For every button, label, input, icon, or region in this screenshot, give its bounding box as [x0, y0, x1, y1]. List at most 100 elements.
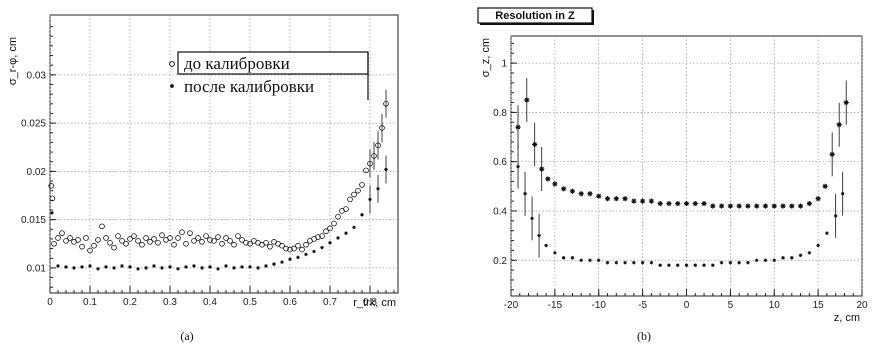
data-point	[239, 237, 245, 243]
data-point	[215, 234, 221, 240]
data-point	[320, 245, 324, 250]
x-tick-label: 0.6	[283, 297, 297, 308]
data-point	[780, 203, 786, 209]
x-tick-label: 0.3	[163, 297, 177, 308]
data-point	[304, 252, 308, 257]
data-point	[363, 167, 369, 174]
data-point	[171, 241, 177, 248]
data-point	[736, 203, 742, 209]
data-point	[99, 223, 105, 230]
data-point	[143, 235, 149, 241]
data-point	[291, 245, 297, 252]
data-point	[343, 206, 349, 212]
x-tick-label: 0.8	[363, 297, 377, 308]
data-point	[675, 200, 681, 207]
series-1	[515, 78, 849, 209]
data-point	[91, 242, 97, 249]
data-point	[640, 198, 646, 204]
data-point	[179, 229, 185, 235]
data-point	[147, 239, 153, 245]
y-tick-label: 0.03	[27, 70, 47, 81]
data-point	[772, 258, 777, 263]
data-point	[605, 260, 610, 265]
y-tick-label: 0.6	[493, 157, 507, 168]
data-point	[312, 249, 316, 254]
data-point	[359, 182, 365, 188]
data-point	[806, 200, 812, 207]
data-point	[283, 245, 289, 252]
data-point	[578, 191, 584, 197]
data-point	[128, 265, 132, 269]
data-point	[199, 239, 205, 245]
data-point	[798, 253, 803, 258]
data-point	[131, 233, 137, 239]
series-2	[516, 144, 845, 267]
data-point	[49, 195, 56, 202]
data-point	[288, 257, 292, 262]
data-point	[103, 235, 109, 241]
data-point	[623, 260, 627, 265]
data-point	[815, 196, 821, 202]
data-point	[693, 263, 698, 267]
data-point	[50, 211, 54, 215]
data-point	[570, 256, 575, 260]
legend-label-1: до калибровки	[184, 54, 290, 73]
data-point	[127, 236, 133, 242]
legend-marker-star	[170, 84, 174, 88]
y-tick-label: 0.01	[27, 263, 47, 274]
data-point	[192, 264, 196, 268]
series-2	[50, 155, 388, 271]
data-point	[604, 196, 611, 202]
y-tick-label: 0.8	[493, 108, 507, 119]
data-point	[754, 203, 760, 209]
legend-marker-circle	[169, 61, 175, 67]
data-point	[737, 260, 741, 265]
data-point	[789, 203, 795, 209]
x-tick-label: 0.5	[243, 297, 257, 308]
data-point	[136, 267, 140, 271]
data-point	[219, 240, 225, 247]
x-tick-label: 0	[684, 300, 690, 311]
data-point	[613, 196, 619, 202]
data-point	[144, 266, 148, 270]
x-tick-label: -20	[504, 300, 519, 311]
plot-frame	[49, 14, 399, 294]
data-point	[207, 237, 213, 243]
chart-a: 0.01 0.015 0.02 0.025 0.03 0 0.1 0.2 0.3 0.4 0.5 0.…	[7, 14, 399, 343]
data-point	[561, 256, 566, 260]
data-point	[183, 240, 189, 247]
legend-label-2: после калибровки	[184, 77, 314, 96]
data-point	[323, 228, 329, 235]
data-point	[781, 256, 785, 260]
data-point	[216, 267, 220, 271]
data-point	[667, 263, 671, 267]
data-point	[123, 240, 129, 247]
data-point	[303, 241, 309, 248]
data-point	[746, 260, 750, 265]
data-point	[816, 243, 820, 248]
data-point	[63, 238, 69, 244]
data-point	[719, 203, 725, 209]
data-point	[596, 193, 602, 199]
data-point	[331, 220, 337, 227]
data-point	[355, 187, 361, 194]
data-point	[327, 225, 333, 232]
x-tick-label: 0.1	[83, 297, 97, 308]
data-point	[544, 243, 548, 248]
data-point	[191, 238, 197, 244]
data-point	[119, 238, 125, 244]
data-point	[351, 191, 357, 198]
data-point	[139, 241, 145, 248]
data-point	[175, 235, 181, 241]
x-tick-label: 0.2	[123, 297, 137, 308]
data-point	[167, 235, 173, 241]
data-point	[614, 260, 619, 265]
data-point	[104, 265, 108, 269]
data-point	[666, 200, 672, 207]
data-point	[256, 266, 260, 270]
data-point	[160, 266, 164, 270]
data-point	[658, 263, 662, 267]
data-point	[553, 251, 557, 255]
data-point	[59, 230, 65, 236]
x-tick-label: 0.4	[203, 297, 217, 308]
